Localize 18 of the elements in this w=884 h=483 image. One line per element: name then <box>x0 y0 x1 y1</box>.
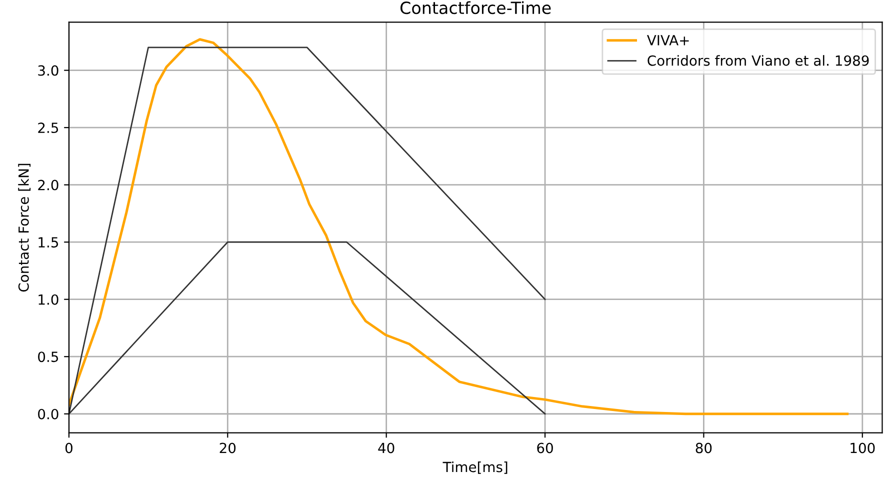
x-tick-label: 80 <box>696 442 712 454</box>
x-tick-label: 100 <box>850 442 875 454</box>
y-tick-label: 1.0 <box>38 294 58 305</box>
y-tick-label: 1.5 <box>38 237 58 248</box>
y-tick-label: 3.0 <box>38 65 58 76</box>
x-tick-label: 20 <box>220 442 236 454</box>
x-tick-label: 0 <box>65 442 72 454</box>
y-tick-label: 2.0 <box>38 180 58 190</box>
x-tick-label: 60 <box>537 442 553 454</box>
chart-title: Contactforce-Time <box>400 1 551 14</box>
legend-label: Corridors from Viano et al. 1989 <box>648 55 869 66</box>
legend-label: VIVA+ <box>646 35 689 46</box>
x-axis-title: Time[ms] <box>442 461 508 474</box>
y-tick-label: 2.5 <box>38 122 58 134</box>
y-tick-label: 0.0 <box>38 408 58 420</box>
y-tick-label: 0.5 <box>38 352 58 362</box>
y-axis-title: Contact Force [kN] <box>18 164 31 292</box>
x-tick-label: 40 <box>378 442 394 454</box>
